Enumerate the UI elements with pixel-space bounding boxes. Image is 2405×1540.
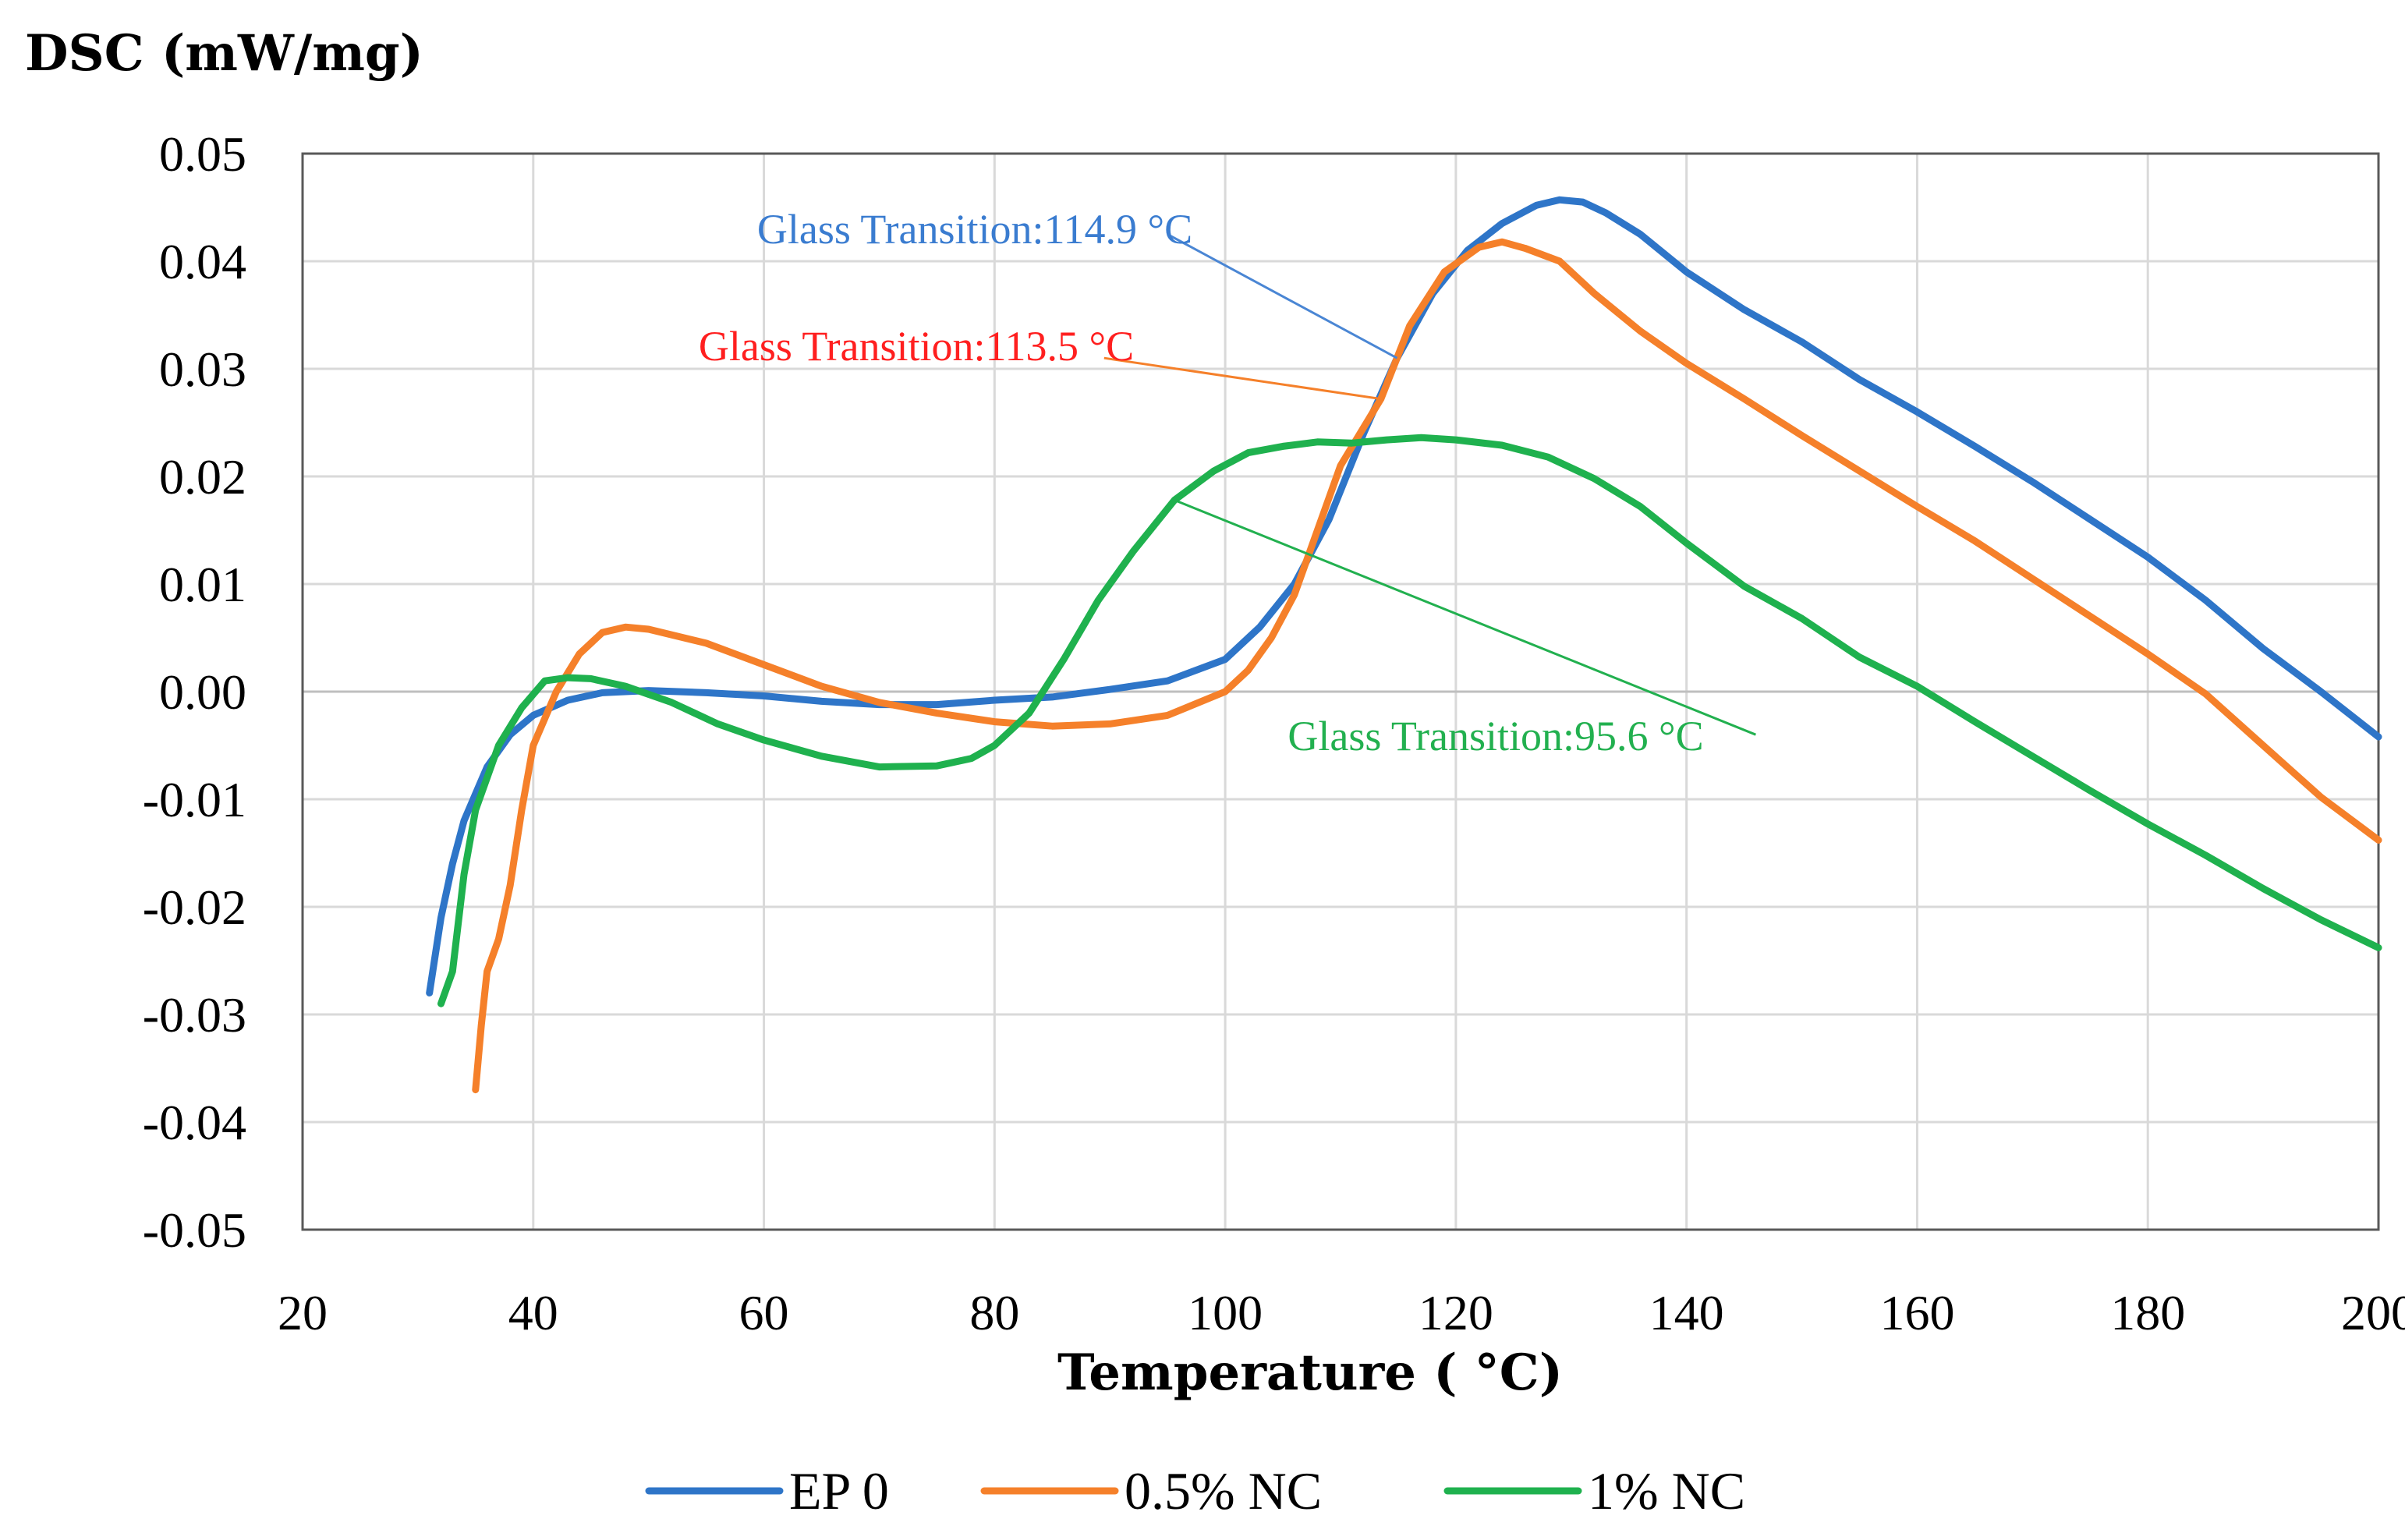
legend-label: 0.5% NC [1125,1461,1322,1521]
legend-label: 1% NC [1588,1461,1745,1521]
x-tick-label: 180 [2110,1285,2185,1340]
y-tick-label: 0.01 [159,557,246,612]
x-tick-label: 60 [739,1285,789,1340]
x-tick-label: 80 [969,1285,1019,1340]
axis-layer: 20 40 60 80 100 120 140 160 180 200 0.05 0.04 0.03 0.… [143,126,2405,1340]
x-tick-label: 120 [1419,1285,1493,1340]
annotation-leader-line [1167,233,1398,359]
y-tick-label: 0.05 [159,126,246,182]
x-tick-label: 40 [508,1285,558,1340]
series-layer [426,196,2382,1094]
x-tick-label: 140 [1649,1285,1724,1340]
series-line-1 [426,196,2382,997]
annotation-leader-line [1174,498,1756,736]
grid-layer [303,154,2378,1230]
legend: EP 0 0.5% NC 1% NC [645,1461,1745,1521]
y-tick-label: -0.02 [143,880,246,935]
annotation-leader-line [1103,356,1381,401]
y-tick-label: 0.04 [159,234,246,289]
annotation-label: Glass Transition:113.5 °C [699,323,1134,370]
annotation-layer: Glass Transition:114.9 °C Glass Transitio… [699,206,1756,759]
x-tick-label: 20 [278,1285,328,1340]
x-tick-label: 160 [1879,1285,1954,1340]
annotation-label: Glass Transition:95.6 °C [1288,713,1703,759]
y-tick-label: -0.03 [143,987,246,1043]
plot-frame [301,152,2380,1231]
x-tick-label: 200 [2341,1285,2405,1340]
y-tick-label: -0.01 [143,772,246,827]
y-tick-label: 0.00 [159,664,246,720]
x-axis-label: Temperature ( °C) [1057,1344,1563,1402]
annotation-label: Glass Transition:114.9 °C [757,206,1192,253]
y-tick-label: 0.03 [159,342,246,397]
y-tick-label: -0.04 [143,1095,246,1150]
legend-label: EP 0 [789,1461,889,1521]
y-axis-label: DSC (mW/mg) [25,24,423,83]
series-line-3 [437,434,2382,1007]
series-line-2 [472,238,2382,1094]
x-tick-label: 100 [1188,1285,1263,1340]
y-tick-label: 0.02 [159,449,246,504]
y-tick-label: -0.05 [143,1202,246,1258]
